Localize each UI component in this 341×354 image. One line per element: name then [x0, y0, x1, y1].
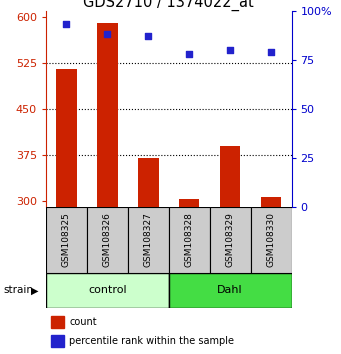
Point [227, 47, 233, 53]
Text: GSM108329: GSM108329 [226, 212, 235, 267]
Text: GSM108328: GSM108328 [185, 212, 194, 267]
Bar [179, 199, 199, 354]
Bar [97, 23, 118, 354]
Bar [251, 207, 292, 273]
Point [268, 49, 274, 55]
Point [105, 32, 110, 37]
Text: strain: strain [3, 285, 33, 295]
Bar [46, 273, 169, 308]
Text: GSM108325: GSM108325 [62, 212, 71, 267]
Bar [220, 146, 240, 354]
Text: count: count [69, 317, 97, 327]
Title: GDS2710 / 1374022_at: GDS2710 / 1374022_at [84, 0, 254, 11]
Bar [87, 207, 128, 273]
Text: ▶: ▶ [31, 285, 38, 295]
Bar [56, 69, 77, 354]
Bar [210, 207, 251, 273]
Bar [46, 207, 87, 273]
Point [146, 33, 151, 39]
Bar [138, 158, 159, 354]
Text: Dahl: Dahl [217, 285, 243, 295]
Text: percentile rank within the sample: percentile rank within the sample [69, 336, 234, 346]
Bar [261, 197, 281, 354]
Text: control: control [88, 285, 127, 295]
Bar [169, 207, 210, 273]
Bar [169, 273, 292, 308]
Text: GSM108326: GSM108326 [103, 212, 112, 267]
Text: GSM108330: GSM108330 [267, 212, 276, 267]
Text: GSM108327: GSM108327 [144, 212, 153, 267]
Point [64, 22, 69, 27]
Point [187, 51, 192, 57]
Bar [51, 316, 64, 328]
Bar [128, 207, 169, 273]
Bar [51, 335, 64, 347]
